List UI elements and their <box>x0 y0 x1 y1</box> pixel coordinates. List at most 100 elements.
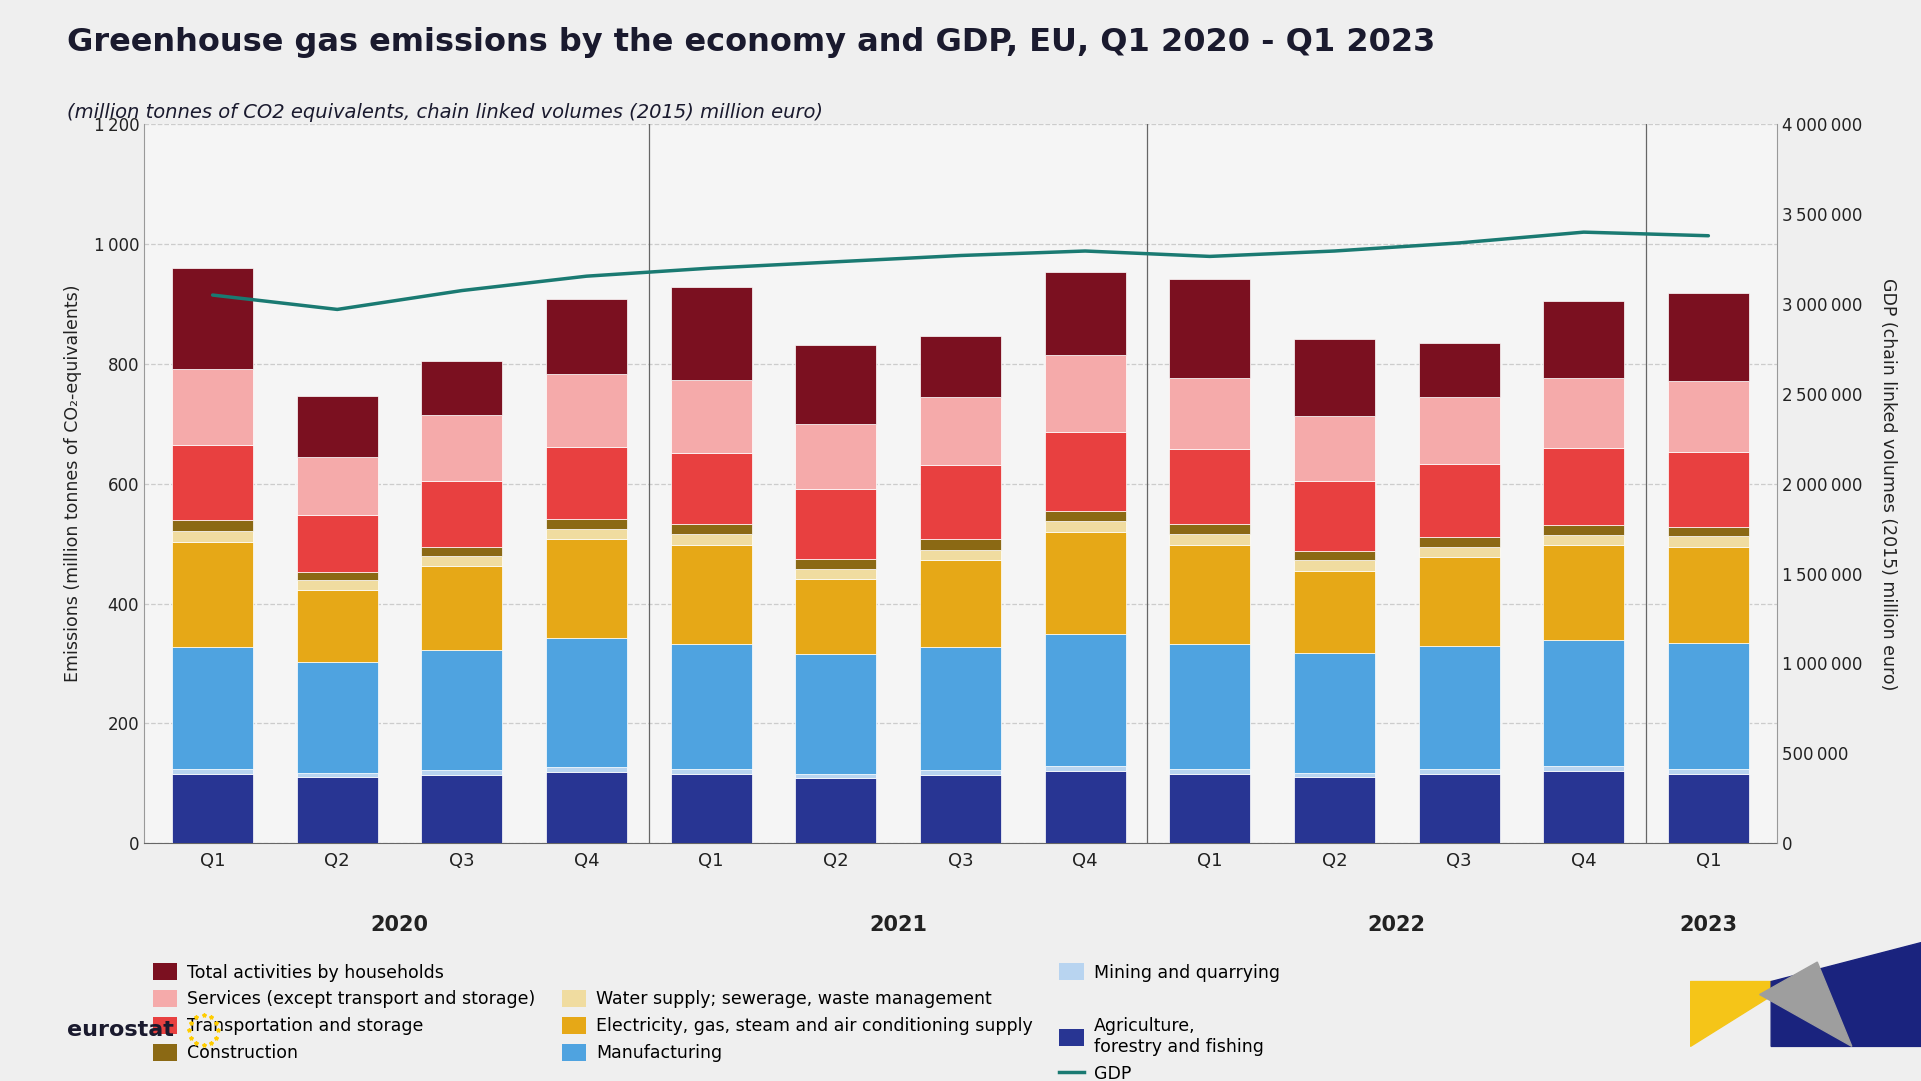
Bar <box>1170 524 1251 534</box>
Bar <box>670 643 751 770</box>
Bar <box>1418 774 1500 843</box>
Bar <box>1667 536 1748 547</box>
Bar <box>421 361 503 415</box>
Text: Greenhouse gas emissions by the economy and GDP, EU, Q1 2020 - Q1 2023: Greenhouse gas emissions by the economy … <box>67 27 1435 58</box>
Bar <box>173 646 254 770</box>
Y-axis label: GDP (chain linked volumes (2015) million euro): GDP (chain linked volumes (2015) million… <box>1879 278 1896 690</box>
Bar <box>296 457 378 516</box>
Y-axis label: Emissions (million tonnes of CO₂-equivalents): Emissions (million tonnes of CO₂-equival… <box>65 285 83 682</box>
Bar <box>546 519 626 529</box>
Bar <box>546 374 626 448</box>
Bar <box>1170 280 1251 378</box>
Bar <box>296 773 378 777</box>
Text: 2020: 2020 <box>371 915 428 935</box>
Bar <box>296 580 378 590</box>
Bar <box>670 381 751 453</box>
Legend: Total activities by households, Services (except transport and storage), Transpo: Total activities by households, Services… <box>154 963 1279 1081</box>
Bar <box>546 539 626 638</box>
Bar <box>1543 766 1625 772</box>
Bar <box>546 638 626 768</box>
Bar <box>1543 301 1625 377</box>
Bar <box>1543 640 1625 766</box>
Bar <box>296 573 378 580</box>
Polygon shape <box>1760 962 1852 1046</box>
Bar <box>1295 551 1375 560</box>
Bar <box>920 648 1001 770</box>
Bar <box>296 663 378 773</box>
Bar <box>795 654 876 774</box>
Bar <box>1667 382 1748 452</box>
Bar <box>546 529 626 539</box>
Bar <box>1418 343 1500 397</box>
Bar <box>920 560 1001 648</box>
Bar <box>1543 535 1625 546</box>
Bar <box>1543 546 1625 640</box>
Bar <box>1295 773 1375 777</box>
Bar <box>1418 646 1500 769</box>
Bar <box>920 775 1001 843</box>
Bar <box>1418 537 1500 547</box>
Bar <box>670 288 751 381</box>
Bar <box>670 524 751 534</box>
Bar <box>795 579 876 654</box>
Bar <box>795 424 876 489</box>
Text: 2023: 2023 <box>1679 915 1737 935</box>
Bar <box>1295 653 1375 773</box>
Bar <box>1045 532 1126 635</box>
Bar <box>920 539 1001 549</box>
Bar <box>1170 774 1251 843</box>
Bar <box>1170 534 1251 545</box>
Bar <box>1045 272 1126 355</box>
Bar <box>173 520 254 531</box>
Polygon shape <box>1690 982 1794 1046</box>
Bar <box>920 770 1001 775</box>
Bar <box>296 516 378 573</box>
Bar <box>173 531 254 542</box>
Bar <box>1667 452 1748 526</box>
Bar <box>421 547 503 556</box>
Bar <box>920 549 1001 560</box>
Bar <box>1295 339 1375 416</box>
Bar <box>421 556 503 566</box>
Bar <box>1170 378 1251 449</box>
Bar <box>1045 521 1126 532</box>
Bar <box>173 445 254 520</box>
Bar <box>1667 769 1748 774</box>
Text: 2022: 2022 <box>1368 915 1425 935</box>
Bar <box>670 545 751 643</box>
Polygon shape <box>1771 943 1921 1046</box>
Bar <box>421 770 503 775</box>
Bar <box>1418 558 1500 646</box>
Bar <box>1295 571 1375 653</box>
Bar <box>1045 431 1126 510</box>
Bar <box>795 774 876 778</box>
Bar <box>1295 777 1375 843</box>
Bar <box>795 489 876 559</box>
Bar <box>1418 397 1500 464</box>
Text: (million tonnes of CO2 equivalents, chain linked volumes (2015) million euro): (million tonnes of CO2 equivalents, chai… <box>67 103 824 122</box>
Bar <box>546 448 626 519</box>
Bar <box>296 590 378 663</box>
Bar <box>1667 293 1748 382</box>
Bar <box>1170 449 1251 524</box>
Bar <box>795 345 876 424</box>
Bar <box>1295 560 1375 571</box>
Bar <box>795 569 876 579</box>
Bar <box>546 299 626 374</box>
Bar <box>296 396 378 457</box>
Bar <box>1543 772 1625 843</box>
Bar <box>1667 526 1748 536</box>
Bar <box>1045 355 1126 431</box>
Bar <box>1418 547 1500 558</box>
Bar <box>1418 769 1500 774</box>
Bar <box>1543 525 1625 535</box>
Bar <box>173 770 254 774</box>
Bar <box>546 773 626 843</box>
Bar <box>421 651 503 770</box>
Bar <box>920 398 1001 465</box>
Bar <box>421 481 503 547</box>
Bar <box>1045 635 1126 766</box>
Bar <box>421 566 503 651</box>
Bar <box>1170 643 1251 770</box>
Bar <box>1543 377 1625 449</box>
